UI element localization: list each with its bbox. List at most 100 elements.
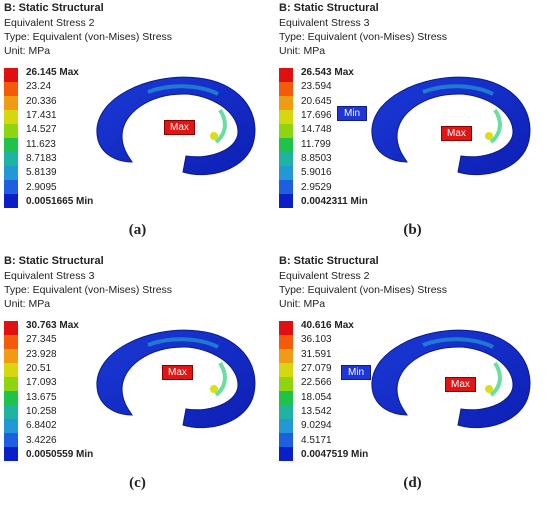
meniscus-model xyxy=(88,323,263,438)
legend-swatch xyxy=(4,433,18,447)
legend-swatch xyxy=(279,363,293,377)
legend-swatch xyxy=(279,124,293,138)
legend-labels: 30.763 Max 27.345 23.928 20.51 17.093 13.675 1… xyxy=(26,319,93,462)
legend-tick-label: 14.527 xyxy=(26,124,57,136)
legend-swatch xyxy=(279,166,293,180)
result-unit: Unit: MPa xyxy=(279,45,326,57)
result-panel: B: Static Structural Equivalent Stress 2 T… xyxy=(275,253,550,506)
panel-caption: (a) xyxy=(128,222,147,238)
hotspot xyxy=(210,132,218,140)
model-body xyxy=(371,76,531,176)
min-tag-label: Min xyxy=(344,108,361,119)
result-name: Equivalent Stress 2 xyxy=(279,270,370,282)
hotspot xyxy=(485,132,493,140)
legend-swatch xyxy=(4,405,18,419)
legend-tick-label: 27.079 xyxy=(301,363,332,375)
max-tag-label: Max xyxy=(447,128,466,139)
min-tag: Min xyxy=(337,106,368,121)
legend-tick-label: 13.542 xyxy=(301,406,332,418)
legend-tick-label: 2.9095 xyxy=(26,181,57,193)
min-tag-label: Min xyxy=(348,367,365,378)
color-legend xyxy=(279,68,293,208)
hotspot xyxy=(210,385,218,393)
legend-swatch xyxy=(4,194,18,208)
legend-swatch xyxy=(4,68,18,82)
legend-tick-label: 5.9016 xyxy=(301,167,332,179)
legend-swatch xyxy=(279,335,293,349)
stress-gradient xyxy=(422,337,494,349)
min-value-label: 0.0050559 Min xyxy=(26,449,94,461)
legend-tick-label: 8.8503 xyxy=(301,153,332,165)
stress-gradient xyxy=(489,361,502,397)
min-value-label: 0.0051665 Min xyxy=(26,196,94,208)
legend-labels: 40.616 Max 36.103 31.591 27.079 22.566 18.054… xyxy=(301,319,368,462)
legend-tick-label: 11.623 xyxy=(26,138,56,150)
legend-swatch xyxy=(4,138,18,152)
legend-swatch xyxy=(279,447,293,461)
legend-swatch xyxy=(279,96,293,110)
legend-tick-label: 23.24 xyxy=(26,81,52,93)
panel-title: B: Static Structural xyxy=(279,255,379,267)
stress-gradient xyxy=(422,84,494,96)
legend-swatch xyxy=(4,82,18,96)
result-type: Type: Equivalent (von-Mises) Stress xyxy=(4,284,173,296)
result-type: Type: Equivalent (von-Mises) Stress xyxy=(279,31,448,43)
legend-swatch xyxy=(4,349,18,363)
meniscus-model xyxy=(363,323,538,438)
legend-swatch xyxy=(279,138,293,152)
legend-swatch xyxy=(4,96,18,110)
legend-swatch xyxy=(279,321,293,335)
legend-tick-label: 6.8402 xyxy=(26,420,57,432)
legend-swatch xyxy=(279,152,293,166)
legend-swatch xyxy=(4,363,18,377)
meniscus-model xyxy=(363,70,538,185)
legend-tick-label: 4.5171 xyxy=(301,434,332,446)
panel-caption: (c) xyxy=(129,475,146,491)
max-value-label: 30.763 Max xyxy=(26,320,79,331)
result-type: Type: Equivalent (von-Mises) Stress xyxy=(4,31,173,43)
panel-title: B: Static Structural xyxy=(279,2,379,14)
stress-gradient xyxy=(147,337,219,349)
legend-tick-label: 20.51 xyxy=(26,363,52,375)
min-tag: Min xyxy=(341,365,372,380)
legend-tick-label: 9.0294 xyxy=(301,420,332,432)
legend-tick-label: 27.345 xyxy=(26,334,57,346)
stress-gradient xyxy=(489,108,502,144)
legend-swatch xyxy=(4,419,18,433)
meniscus-model xyxy=(88,70,263,185)
legend-tick-label: 17.696 xyxy=(301,110,332,122)
result-panel: B: Static Structural Equivalent Stress 3 T… xyxy=(0,253,275,506)
max-value-label: 40.616 Max xyxy=(301,320,354,331)
legend-swatch xyxy=(279,180,293,194)
legend-swatch xyxy=(279,419,293,433)
result-type: Type: Equivalent (von-Mises) Stress xyxy=(279,284,448,296)
max-value-label: 26.145 Max xyxy=(26,67,79,78)
model-body xyxy=(371,329,531,429)
legend-swatch xyxy=(279,433,293,447)
legend-swatch xyxy=(279,377,293,391)
result-name: Equivalent Stress 3 xyxy=(279,17,370,29)
stress-gradient xyxy=(147,84,219,96)
max-tag: Max xyxy=(162,365,193,380)
result-panel: B: Static Structural Equivalent Stress 2 T… xyxy=(0,0,275,253)
max-tag: Max xyxy=(445,377,476,392)
color-legend xyxy=(279,321,293,461)
result-name: Equivalent Stress 2 xyxy=(4,17,95,29)
legend-swatch xyxy=(4,391,18,405)
hotspot xyxy=(485,385,493,393)
legend-swatch xyxy=(4,180,18,194)
legend-swatch xyxy=(279,110,293,124)
legend-tick-label: 10.258 xyxy=(26,406,57,418)
legend-tick-label: 22.566 xyxy=(301,377,332,389)
panel-caption: (d) xyxy=(403,475,422,491)
legend-swatch xyxy=(4,152,18,166)
legend-tick-label: 5.8139 xyxy=(26,167,57,179)
legend-swatch xyxy=(279,349,293,363)
model-body xyxy=(96,76,256,176)
legend-tick-label: 23.928 xyxy=(26,348,57,360)
legend-labels: 26.145 Max 23.24 20.336 17.431 14.527 11.623 8… xyxy=(26,66,93,209)
panel-title: B: Static Structural xyxy=(4,255,104,267)
legend-tick-label: 18.054 xyxy=(301,391,332,403)
max-tag: Max xyxy=(164,120,195,135)
legend-tick-label: 8.7183 xyxy=(26,153,57,165)
